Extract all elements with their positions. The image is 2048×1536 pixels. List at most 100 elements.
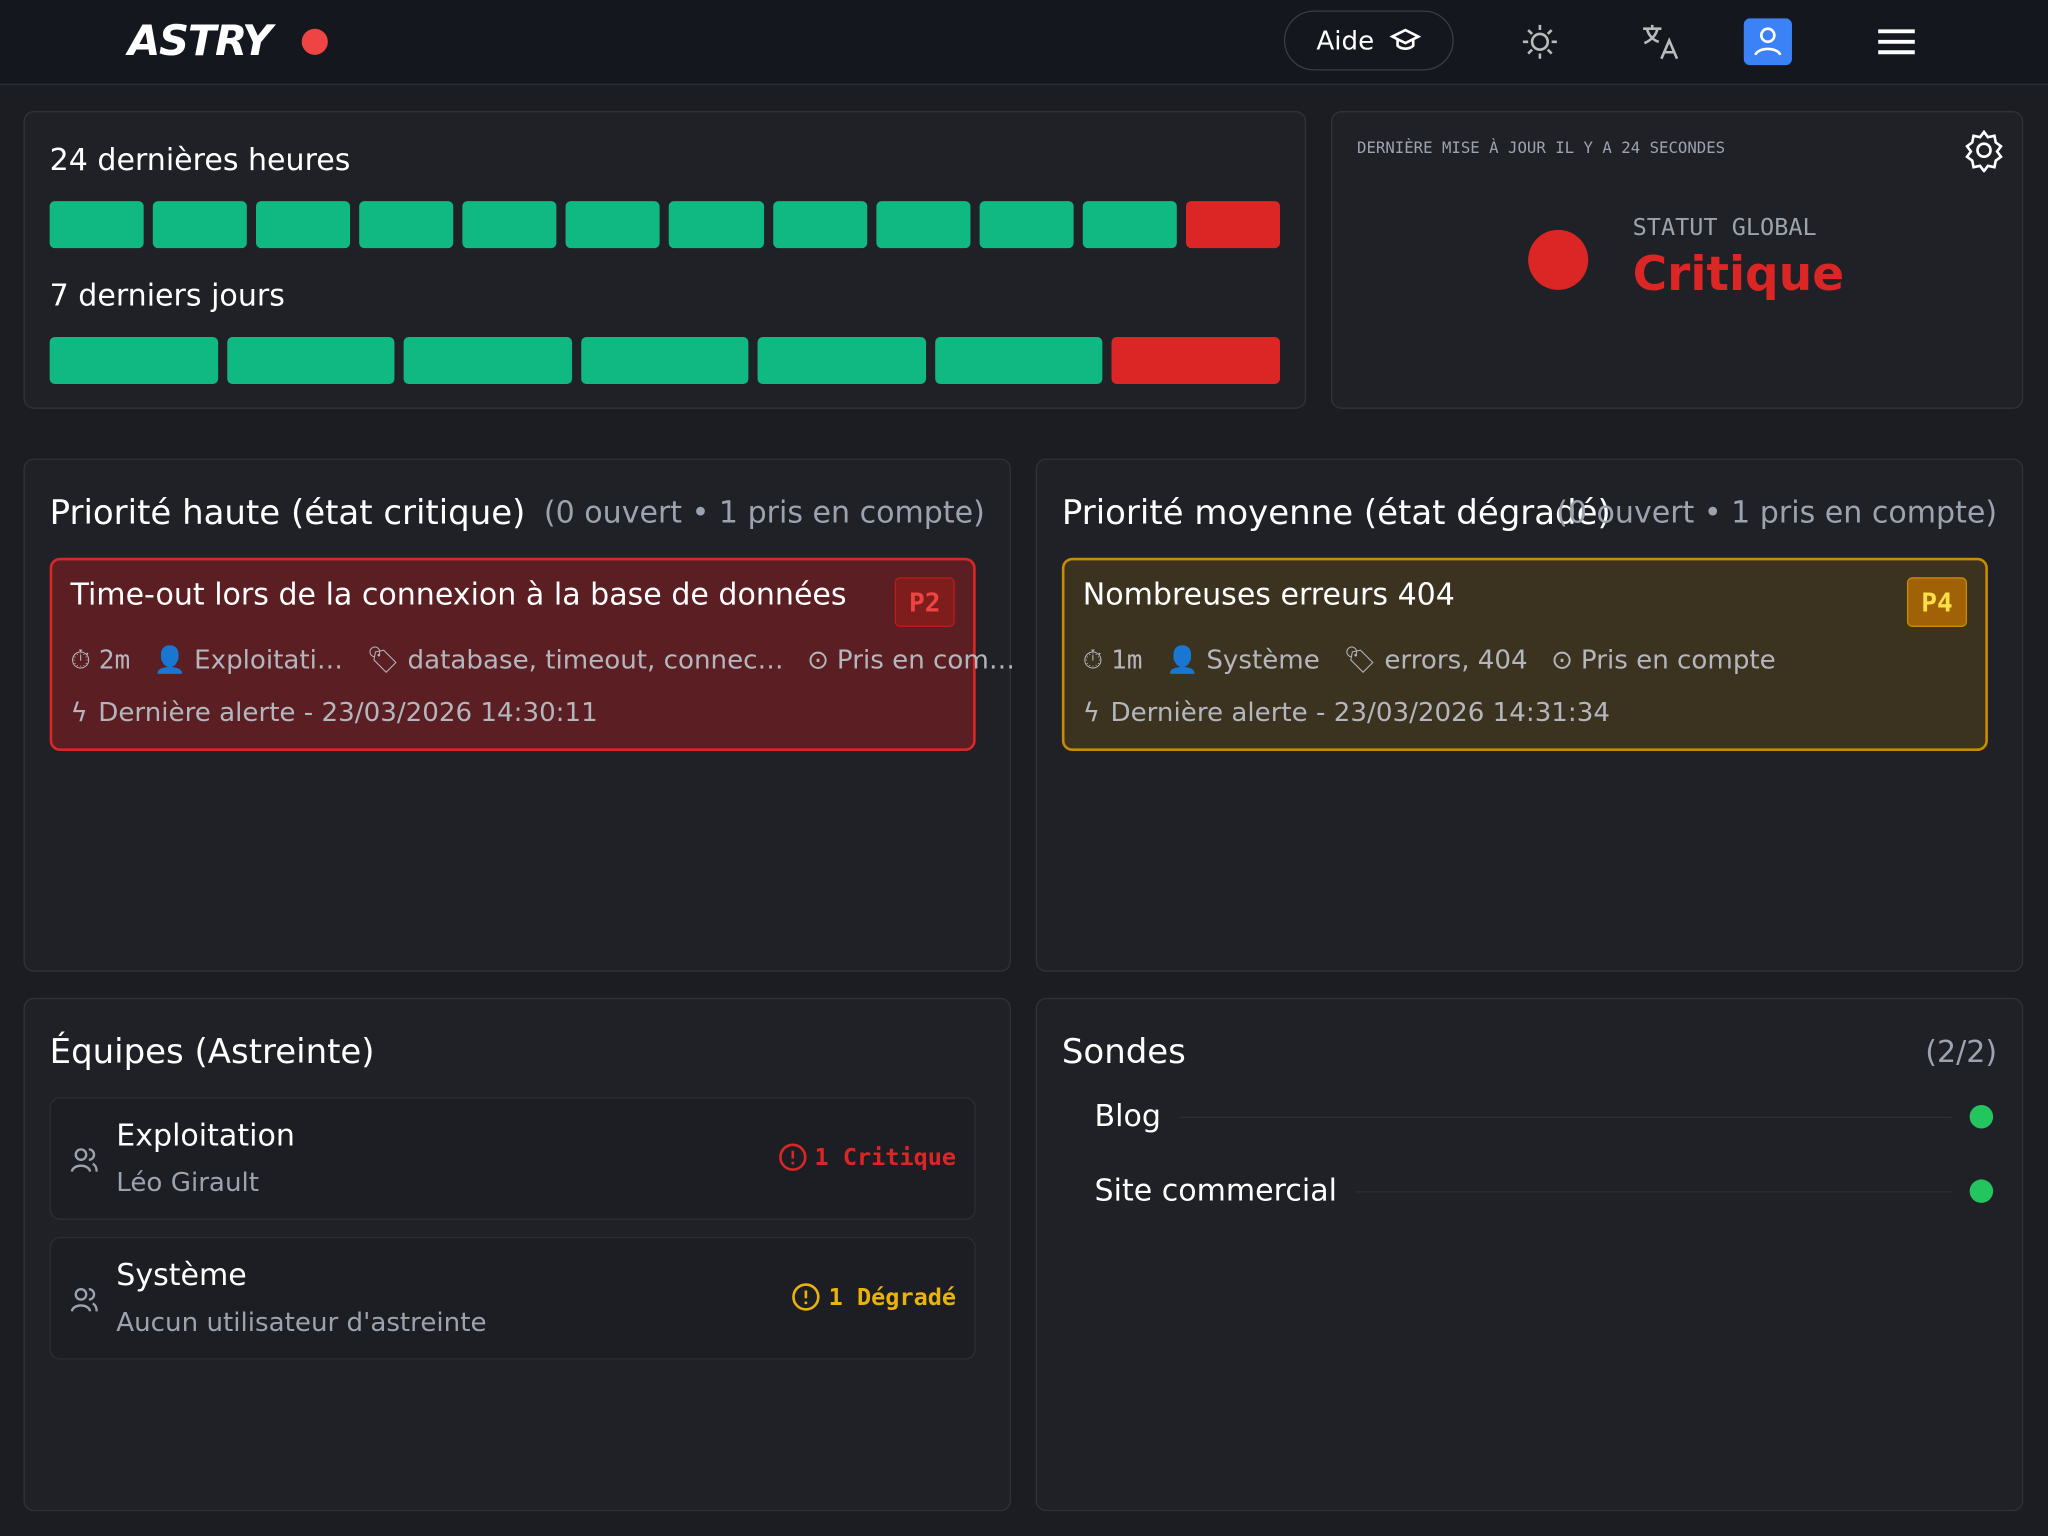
status-bar[interactable] xyxy=(49,201,144,249)
incident-panel: Priorité haute (état critique) (0 ouvert… xyxy=(23,458,1015,972)
team-status-text: 1 Critique xyxy=(814,1143,957,1171)
team-icon xyxy=(70,1148,98,1173)
team-status-text: 1 Dégradé xyxy=(828,1283,957,1311)
state-value: Pris en compte xyxy=(1580,643,1776,676)
incident-meta: ⏱ 2m 👤 Exploitati… 🏷 database, timeout, con… xyxy=(71,644,1015,675)
incident-name: Nombreuses erreurs 404 xyxy=(1082,578,1455,613)
probes-panel: Sondes (2/2) Blog Site commercial xyxy=(1035,997,2024,1512)
probe-status xyxy=(1969,1104,1994,1129)
team-status: 1 Critique xyxy=(778,1143,956,1172)
panel-title: Priorité moyenne (état dégradé) xyxy=(1061,493,1611,533)
probe-name: Site commercial xyxy=(1094,1174,1337,1209)
status-bar[interactable] xyxy=(566,201,661,249)
user-button[interactable] xyxy=(1743,18,1792,66)
probe-count: (2/2) xyxy=(1925,1035,1998,1070)
status-bar[interactable] xyxy=(49,336,218,384)
panel-title: Équipes (Astreinte) xyxy=(49,1033,375,1073)
probe-line xyxy=(1355,1190,1952,1192)
theme-toggle[interactable] xyxy=(1520,22,1559,61)
team-value: Système xyxy=(1206,643,1320,676)
team-value: Exploitati… xyxy=(194,643,344,676)
status-bar[interactable] xyxy=(757,336,926,384)
language-toggle[interactable] xyxy=(1639,21,1681,63)
incident-meta: ⏱ 1m 👤 Système 🏷 errors, 404 ⊙ Pris en compt… xyxy=(1083,644,1776,675)
status-icon xyxy=(792,1283,821,1311)
status-bar[interactable] xyxy=(359,201,454,249)
tags: 🏷 database, timeout, connec… xyxy=(366,643,784,676)
global-status-label: STATUT GLOBAL xyxy=(1632,214,1817,242)
probe-status xyxy=(1969,1179,1994,1203)
priority-badge: P4 xyxy=(1906,577,1968,627)
team: 👤 Exploitati… xyxy=(153,643,344,676)
state: ⊙ Pris en com… xyxy=(807,643,1015,676)
status-bar[interactable] xyxy=(580,336,749,384)
incident-panel: Priorité moyenne (état dégradé) (0 ouver… xyxy=(1035,458,2024,972)
incident-card[interactable]: Nombreuses erreurs 404 P4 ⏱ 1m 👤 Système 🏷… xyxy=(1061,557,1988,752)
team-row[interactable]: Exploitation Léo Girault 1 Critique xyxy=(49,1097,976,1220)
hours-title: 24 dernières heures xyxy=(49,143,351,178)
team: 👤 Système xyxy=(1165,643,1320,676)
help-label: Aide xyxy=(1316,24,1375,57)
status-bar[interactable] xyxy=(669,201,764,249)
team-name: Système xyxy=(116,1259,247,1294)
status-bar[interactable] xyxy=(403,336,572,384)
team-status: 1 Dégradé xyxy=(792,1283,956,1312)
duration-value: 1m xyxy=(1110,643,1143,676)
team-icon xyxy=(70,1287,98,1312)
probe-row[interactable]: Blog xyxy=(1095,1097,1994,1136)
status-bar[interactable] xyxy=(1082,201,1177,249)
live-indicator xyxy=(301,28,328,55)
status-icon xyxy=(778,1143,807,1171)
status-bar[interactable] xyxy=(772,201,867,249)
tags-value: database, timeout, connec… xyxy=(407,643,784,676)
status-bar[interactable] xyxy=(226,336,395,384)
probe-row[interactable]: Site commercial xyxy=(1095,1172,1994,1211)
incident-name: Time-out lors de la connexion à la base … xyxy=(70,578,847,613)
settings-button[interactable] xyxy=(1962,128,2006,173)
status-bar[interactable] xyxy=(935,336,1103,384)
menu-button[interactable] xyxy=(1877,27,1916,56)
team-row[interactable]: Système Aucun utilisateur d'astreinte 1 … xyxy=(49,1236,976,1360)
tags-value: errors, 404 xyxy=(1384,643,1528,676)
panel-title: Priorité haute (état critique) xyxy=(49,493,526,533)
help-icon xyxy=(1389,28,1422,50)
probe-name: Blog xyxy=(1094,1099,1161,1134)
status-bar[interactable] xyxy=(1185,201,1280,249)
header: ASTRY Aide xyxy=(0,0,2048,85)
hours-bars xyxy=(49,201,1280,249)
status-bar[interactable] xyxy=(875,201,971,249)
tags: 🏷 errors, 404 xyxy=(1343,643,1528,676)
uptime-panel: 24 dernières heures 7 derniers jours xyxy=(23,111,1307,409)
status-bar[interactable] xyxy=(256,201,351,249)
state-value: Pris en com… xyxy=(836,643,1015,676)
status-bar[interactable] xyxy=(1112,336,1281,384)
days-bars xyxy=(49,336,1281,384)
panel-title: Sondes xyxy=(1061,1033,1186,1073)
status-panel: DERNIÈRE MISE À JOUR IL Y A 24 SECONDES … xyxy=(1330,111,2024,409)
panel-count: (0 ouvert • 1 pris en compte) xyxy=(1556,496,1998,531)
team-name: Exploitation xyxy=(116,1119,295,1154)
global-status-value: Critique xyxy=(1632,248,1845,302)
last-update: DERNIÈRE MISE À JOUR IL Y A 24 SECONDES xyxy=(1357,138,1726,157)
last-alert-text: Dernière alerte - 23/03/2026 14:30:11 xyxy=(98,696,598,728)
status-bar[interactable] xyxy=(152,201,248,249)
status-bar[interactable] xyxy=(462,201,557,249)
duration: ⏱ 2m xyxy=(70,643,131,676)
team-user: Léo Girault xyxy=(116,1166,259,1198)
status-bar[interactable] xyxy=(979,201,1074,249)
last-alert: ϟ Dernière alerte - 23/03/2026 14:31:34 xyxy=(1082,696,1610,728)
priority-badge: P2 xyxy=(894,577,955,627)
last-alert: ϟ Dernière alerte - 23/03/2026 14:30:11 xyxy=(70,696,598,728)
duration: ⏱ 1m xyxy=(1082,643,1143,676)
last-alert-text: Dernière alerte - 23/03/2026 14:31:34 xyxy=(1110,696,1610,728)
panel-count: (0 ouvert • 1 pris en compte) xyxy=(543,496,985,531)
logo[interactable]: ASTRY xyxy=(127,15,272,66)
incident-card[interactable]: Time-out lors de la connexion à la base … xyxy=(49,557,1015,752)
global-status-dot xyxy=(1528,229,1589,290)
duration-value: 2m xyxy=(98,643,131,676)
help-button[interactable]: Aide xyxy=(1283,10,1454,71)
teams-panel: Équipes (Astreinte) Exploitation Léo Gir… xyxy=(23,997,1011,1512)
state: ⊙ Pris en compte xyxy=(1551,643,1776,676)
